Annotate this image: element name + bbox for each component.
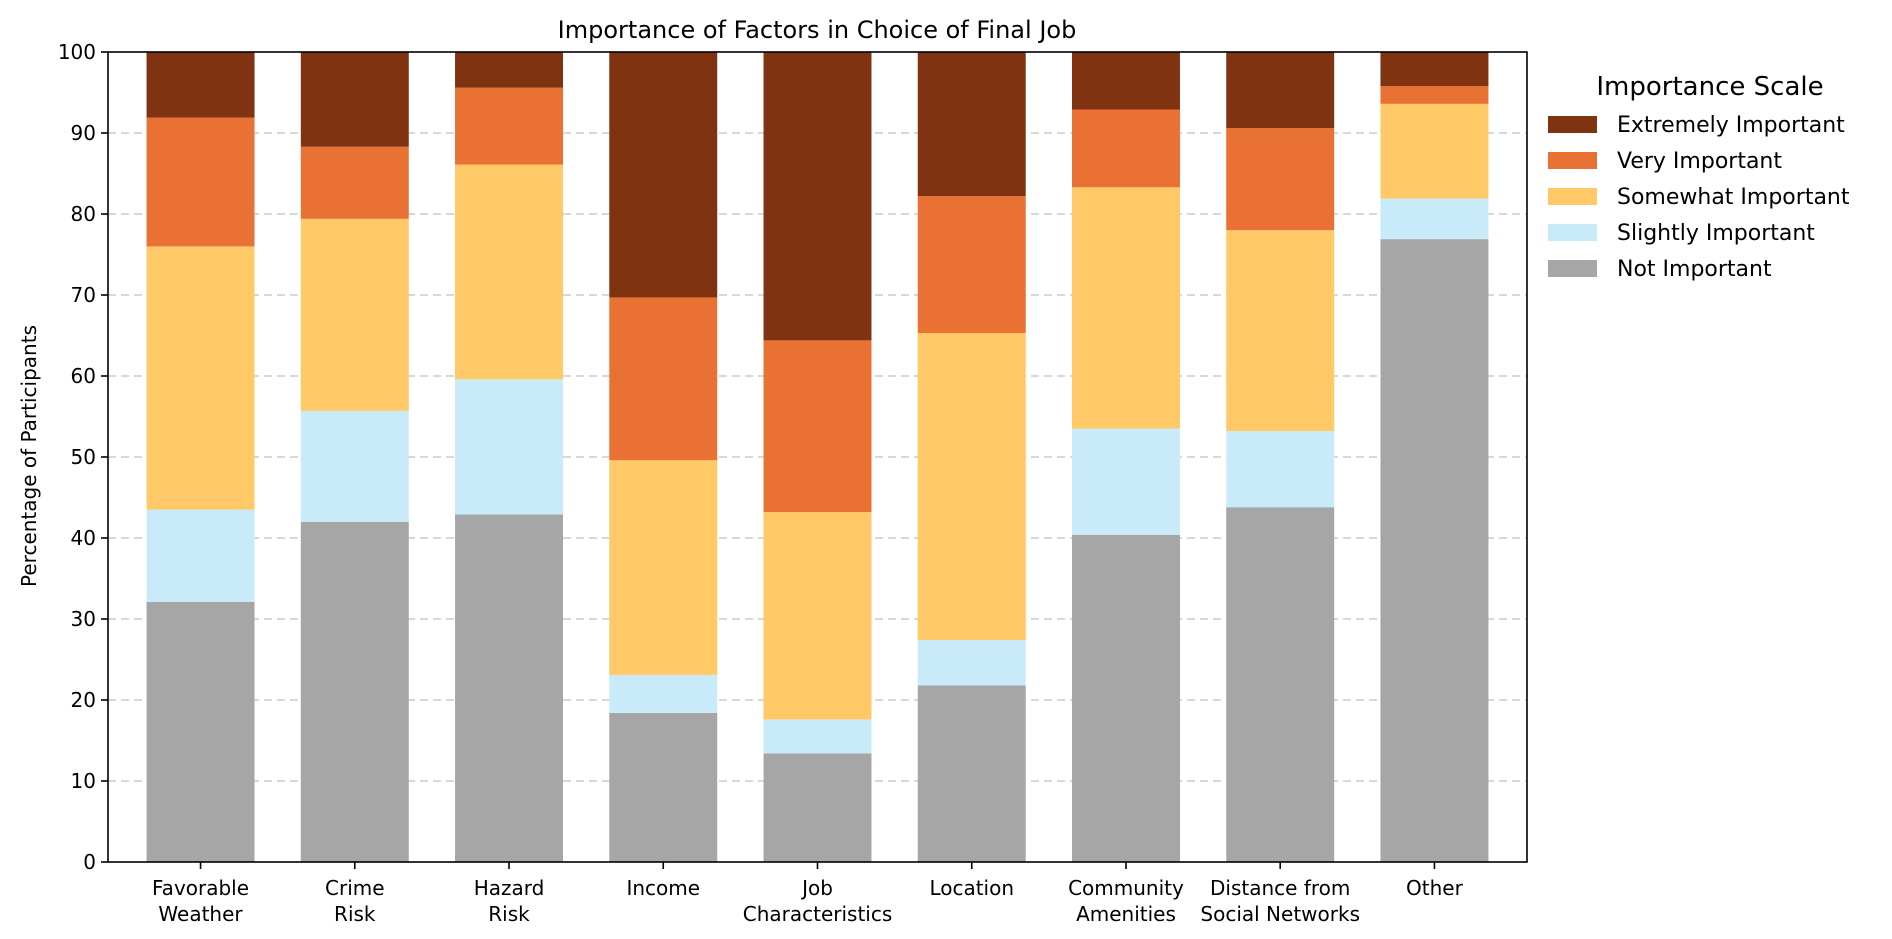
bar-segment-somewhat-important bbox=[146, 246, 255, 510]
x-tick-label: Income bbox=[626, 876, 700, 900]
x-tick-label: Favorable bbox=[152, 876, 249, 900]
bar-segment-extremely-important bbox=[1380, 52, 1489, 87]
y-tick-label: 60 bbox=[71, 364, 96, 388]
x-tick-label: Job bbox=[800, 876, 833, 900]
y-tick-label: 80 bbox=[71, 202, 96, 226]
y-tick-label: 50 bbox=[71, 445, 96, 469]
legend-swatch-very-important bbox=[1548, 152, 1597, 169]
y-tick-label: 20 bbox=[71, 688, 96, 712]
bar-segment-extremely-important bbox=[1071, 52, 1180, 110]
bar-segment-very-important bbox=[763, 340, 872, 513]
bar-segment-not-important bbox=[763, 753, 872, 862]
legend: Importance Scale Extremely Important Very… bbox=[1548, 72, 1850, 282]
bar-segment-very-important bbox=[917, 196, 1026, 334]
x-tick-label: Distance from bbox=[1210, 876, 1350, 900]
bar-segment-very-important bbox=[609, 297, 718, 461]
bar-segment-extremely-important bbox=[917, 52, 1026, 197]
legend-label: Slightly Important bbox=[1617, 221, 1815, 246]
bar-segment-not-important bbox=[300, 521, 409, 862]
y-tick-label: 0 bbox=[83, 850, 96, 874]
bar-segment-somewhat-important bbox=[1071, 187, 1180, 429]
x-tick-label: Hazard bbox=[474, 876, 545, 900]
bar-segment-extremely-important bbox=[300, 52, 409, 147]
y-tick-label: 70 bbox=[71, 283, 96, 307]
y-axis-label: Percentage of Participants bbox=[17, 325, 41, 587]
bar-segment-not-important bbox=[1380, 239, 1489, 863]
bar-segment-extremely-important bbox=[609, 52, 718, 298]
x-tick-label: Other bbox=[1406, 876, 1464, 900]
bar-segment-extremely-important bbox=[1226, 52, 1335, 129]
chart-title: Importance of Factors in Choice of Final… bbox=[558, 16, 1077, 44]
bar-segment-very-important bbox=[1380, 86, 1489, 104]
bar-segment-not-important bbox=[917, 685, 1026, 862]
y-tick-label: 40 bbox=[71, 526, 96, 550]
bar-segment-somewhat-important bbox=[763, 512, 872, 720]
x-tick-label: Location bbox=[929, 876, 1014, 900]
bar-segment-very-important bbox=[1071, 109, 1180, 188]
y-tick-label: 90 bbox=[71, 121, 96, 145]
x-axis: FavorableWeatherCrimeRiskHazardRiskIncom… bbox=[152, 862, 1464, 926]
bar-segment-somewhat-important bbox=[1226, 230, 1335, 432]
bar-segment-not-important bbox=[455, 514, 564, 862]
bar-segment-extremely-important bbox=[455, 52, 564, 88]
bar-segment-slightly-important bbox=[1226, 431, 1335, 508]
bar-segment-not-important bbox=[146, 601, 255, 862]
bar-segment-extremely-important bbox=[763, 52, 872, 341]
legend-title: Importance Scale bbox=[1596, 72, 1823, 102]
bar-segment-slightly-important bbox=[146, 509, 255, 602]
bar-segment-not-important bbox=[1071, 534, 1180, 862]
bar-segment-very-important bbox=[455, 87, 564, 165]
bar-segment-slightly-important bbox=[609, 674, 718, 713]
x-tick-label: Weather bbox=[158, 902, 243, 926]
x-tick-label: Risk bbox=[488, 902, 530, 926]
bar-segment-somewhat-important bbox=[917, 333, 1026, 641]
legend-swatch-not-important bbox=[1548, 260, 1597, 277]
legend-label: Very Important bbox=[1617, 149, 1782, 174]
bar-segment-slightly-important bbox=[455, 379, 564, 515]
y-tick-label: 10 bbox=[71, 769, 96, 793]
bar-segment-slightly-important bbox=[300, 410, 409, 522]
bars bbox=[146, 52, 1489, 863]
legend-swatch-extremely-important bbox=[1548, 116, 1597, 133]
bar-segment-very-important bbox=[146, 117, 255, 247]
bar-segment-somewhat-important bbox=[300, 218, 409, 411]
y-axis: 0 10 20 30 40 50 60 70 80 90 100 bbox=[58, 40, 108, 874]
bar-segment-slightly-important bbox=[917, 640, 1026, 686]
bar-segment-slightly-important bbox=[1071, 428, 1180, 535]
legend-label: Somewhat Important bbox=[1617, 185, 1850, 210]
x-tick-label: Social Networks bbox=[1200, 902, 1360, 926]
legend-label: Not Important bbox=[1617, 257, 1772, 282]
bar-segment-very-important bbox=[1226, 128, 1335, 231]
legend-swatch-slightly-important bbox=[1548, 224, 1597, 241]
bar-segment-somewhat-important bbox=[1380, 103, 1489, 199]
bar-segment-very-important bbox=[300, 146, 409, 219]
legend-swatch-somewhat-important bbox=[1548, 188, 1597, 205]
bar-segment-not-important bbox=[1226, 507, 1335, 862]
bar-segment-slightly-important bbox=[1380, 198, 1489, 240]
bar-segment-not-important bbox=[609, 712, 718, 862]
x-tick-label: Characteristics bbox=[743, 902, 893, 926]
x-tick-label: Amenities bbox=[1076, 902, 1176, 926]
x-tick-label: Risk bbox=[334, 902, 376, 926]
bar-segment-somewhat-important bbox=[455, 164, 564, 380]
bar-segment-extremely-important bbox=[146, 52, 255, 118]
y-tick-label: 100 bbox=[58, 40, 96, 64]
x-tick-label: Community bbox=[1068, 876, 1184, 900]
bar-segment-slightly-important bbox=[763, 719, 872, 754]
y-tick-label: 30 bbox=[71, 607, 96, 631]
bar-segment-somewhat-important bbox=[609, 460, 718, 675]
legend-label: Extremely Important bbox=[1617, 113, 1845, 138]
x-tick-label: Crime bbox=[325, 876, 385, 900]
